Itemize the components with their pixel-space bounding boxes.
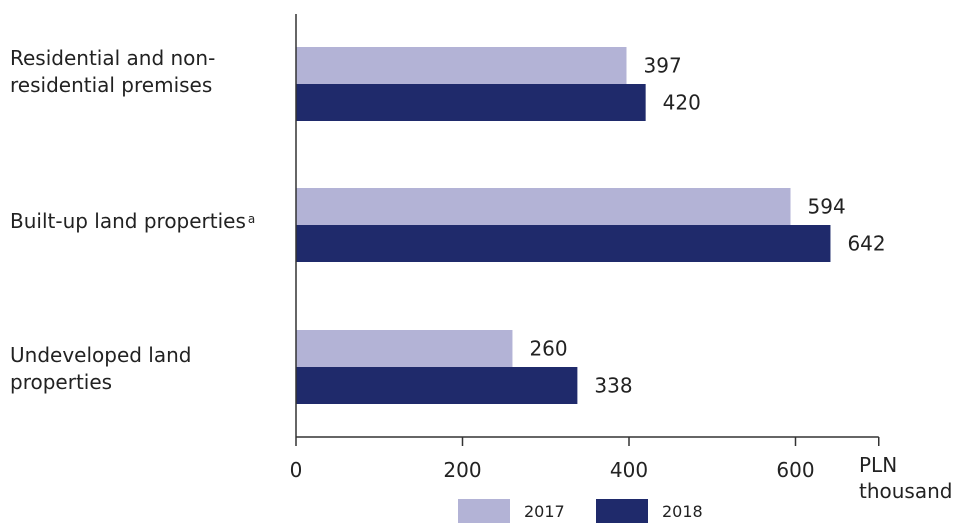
bar-2018-2 <box>296 367 578 404</box>
bar-2017-1 <box>296 188 791 225</box>
x-axis-unit-line2: thousand <box>859 479 953 503</box>
x-axis-unit-label: PLN thousand <box>859 452 952 504</box>
legend-item-2017: 2017 <box>458 499 565 523</box>
category-label-undeveloped-text: Undeveloped land properties <box>10 343 192 394</box>
category-label-undeveloped: Undeveloped land properties <box>10 342 240 396</box>
footnote-marker: a <box>247 212 256 226</box>
legend-label-2018: 2018 <box>662 501 703 521</box>
legend-swatch-2017 <box>458 499 510 523</box>
value-label-2018-1: 642 <box>847 232 885 256</box>
x-tick-label-200: 200 <box>443 458 481 482</box>
category-label-built-up-text: Built-up land properties <box>10 209 246 233</box>
bar-2018-1 <box>296 225 831 262</box>
value-label-2017-1: 594 <box>808 195 846 219</box>
category-label-built-up: Built-up land properties a <box>10 208 255 235</box>
legend-swatch-2018 <box>596 499 648 523</box>
category-label-residential-text: Residential and non-residential premises <box>10 46 216 97</box>
bar-2017-0 <box>296 47 627 84</box>
x-tick-label-600: 600 <box>776 458 814 482</box>
bar-2017-2 <box>296 330 513 367</box>
x-axis-unit-line1: PLN <box>859 453 898 477</box>
value-label-2018-0: 420 <box>663 91 701 115</box>
x-tick-label-0: 0 <box>290 458 303 482</box>
x-tick-label-400: 400 <box>610 458 648 482</box>
legend-item-2018: 2018 <box>596 499 703 523</box>
value-label-2017-0: 397 <box>644 54 682 78</box>
value-label-2018-2: 338 <box>594 374 632 398</box>
value-label-2017-2: 260 <box>529 337 567 361</box>
legend-label-2017: 2017 <box>524 501 565 521</box>
category-label-residential: Residential and non-residential premises <box>10 45 300 99</box>
bar-2018-0 <box>296 84 646 121</box>
